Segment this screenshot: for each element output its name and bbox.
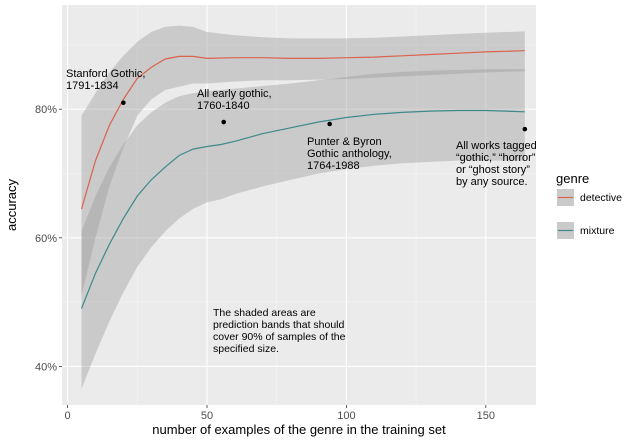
annotation-label: Punter & Byron Gothic anthology, 1764-1988 (307, 136, 392, 172)
y-tick-label: 60% (35, 233, 57, 245)
annotation-label-line: or “ghost story” (456, 164, 530, 176)
annotation-point (121, 100, 126, 106)
annotation-points (121, 100, 528, 132)
note-text-line: The shaded areas are (213, 307, 316, 319)
series-lines (80, 50, 525, 309)
note-text: The shaded areas are prediction bands tha… (213, 307, 346, 355)
annotation-label-line: 1760-1840 (197, 100, 250, 112)
annotation-label: Stanford Gothic, 1791-1834 (66, 68, 146, 92)
legend: genre detective mixture (556, 171, 622, 239)
x-tick-label: 50 (201, 410, 213, 422)
series-line-detective (80, 50, 525, 210)
x-tick-label: 150 (477, 410, 495, 422)
note-text-line: specified size. (213, 343, 279, 355)
x-tick-label: 100 (337, 410, 355, 422)
panel-background (62, 5, 536, 405)
annotation-label: All works tagged “gothic,” “horror” or “gh… (456, 140, 537, 188)
legend-title: genre (556, 171, 589, 186)
annotation-label-line: 1791-1834 (66, 80, 119, 92)
note-text-line: prediction bands that should (213, 319, 345, 331)
annotation-point (327, 121, 332, 127)
annotations: Stanford Gothic, 1791-1834 All early gothi… (66, 68, 537, 355)
grid (62, 5, 536, 405)
annotation-point (221, 119, 227, 125)
annotation-label-line: All early gothic, (197, 88, 272, 100)
y-tick-label: 40% (35, 361, 57, 373)
annotation-label-line: Punter & Byron (307, 136, 382, 148)
legend-label-detective: detective (580, 192, 622, 204)
annotation-label-line: Stanford Gothic, (66, 68, 146, 80)
x-tick-label: 0 (65, 410, 71, 422)
series-line-mixture (80, 109, 525, 309)
annotation-label-line: 1764-1988 (307, 160, 360, 172)
y-tick-label: 80% (35, 104, 57, 116)
annotation-label-line: Gothic anthology, (307, 148, 392, 160)
annotation-label-line: All works tagged (456, 140, 537, 152)
x-axis-title: number of examples of the genre in the t… (152, 422, 446, 437)
note-text-line: cover 90% of samples of the (213, 331, 346, 343)
annotation-label: All early gothic, 1760-1840 (197, 88, 272, 112)
annotation-point (522, 126, 528, 132)
axes: 0 50 100 150 40% 60% 80% (35, 104, 495, 422)
legend-label-mixture: mixture (580, 225, 615, 237)
y-axis-title: accuracy (4, 178, 19, 231)
annotation-label-line: by any source. (456, 176, 528, 188)
annotation-label-line: “gothic,” “horror” (456, 152, 536, 164)
